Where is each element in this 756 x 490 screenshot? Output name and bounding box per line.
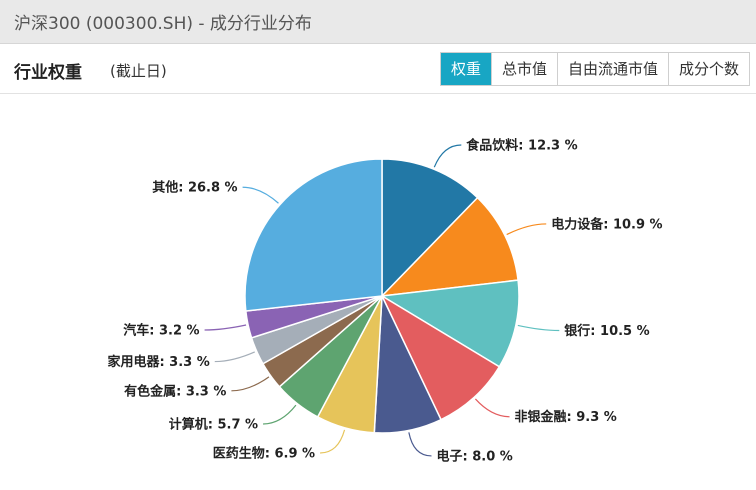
pie-labels: 食品饮料: 12.3 % 电力设备: 10.9 % 银行: 10.5 % 非银金融: …	[107, 137, 662, 464]
metric-tabs: 权重 总市值 自由流通市值 成分个数	[439, 52, 750, 86]
section-title: 行业权重	[14, 63, 82, 83]
pie-leader-line	[242, 186, 279, 204]
pie-slice[interactable]	[379, 196, 519, 297]
pie-label: 其他: 26.8 %	[152, 180, 237, 196]
pie-leader-line	[320, 429, 346, 454]
pie-leader-line	[214, 351, 255, 363]
pie-label: 计算机: 5.7 %	[169, 416, 258, 432]
pie-label: 非银金融: 9.3 %	[515, 409, 617, 425]
pie-slices	[244, 158, 520, 434]
pie-label: 家用电器: 3.3 %	[107, 354, 209, 370]
section-subtitle: (截止日)	[110, 62, 167, 80]
pie-leader-line	[204, 324, 247, 331]
pie-label: 汽车: 3.2 %	[123, 322, 199, 338]
pie-label: 银行: 10.5 %	[564, 323, 649, 339]
pie-slice[interactable]	[380, 294, 501, 421]
window-title: 沪深300 (000300.SH) - 成分行业分布	[14, 14, 312, 34]
pie-label: 食品饮料: 12.3 %	[466, 137, 577, 153]
pie-slice[interactable]	[381, 158, 479, 298]
pie-slice[interactable]	[244, 158, 383, 312]
pie-leader-line	[517, 324, 560, 332]
pie-leader-line	[474, 398, 510, 418]
tab-total-market-cap[interactable]: 总市值	[490, 53, 557, 85]
pie-label: 有色金属: 3.3 %	[124, 383, 226, 399]
tab-free-float-market-cap[interactable]: 自由流通市值	[556, 53, 668, 85]
pie-label: 医药生物: 6.9 %	[213, 445, 315, 461]
pie-leader-line	[263, 404, 297, 425]
pie-leader-line	[433, 144, 462, 168]
section-header: 行业权重 (截止日) 权重 总市值 自由流通市值 成分个数	[0, 44, 756, 94]
tab-weight[interactable]: 权重	[440, 53, 491, 85]
pie-leader-lines	[204, 144, 560, 457]
tab-constituent-count[interactable]: 成分个数	[667, 53, 749, 85]
pie-leader-line	[506, 223, 547, 236]
industry-pie-chart: 食品饮料: 12.3 % 电力设备: 10.9 % 银行: 10.5 % 非银金融: …	[107, 137, 662, 464]
window-titlebar: 沪深300 (000300.SH) - 成分行业分布	[0, 0, 756, 44]
pie-label: 电子: 8.0 %	[436, 448, 512, 464]
pie-slice[interactable]	[379, 279, 520, 368]
pie-leader-line	[231, 376, 270, 392]
pie-leader-line	[408, 432, 432, 457]
pie-label: 电力设备: 10.9 %	[551, 216, 662, 232]
